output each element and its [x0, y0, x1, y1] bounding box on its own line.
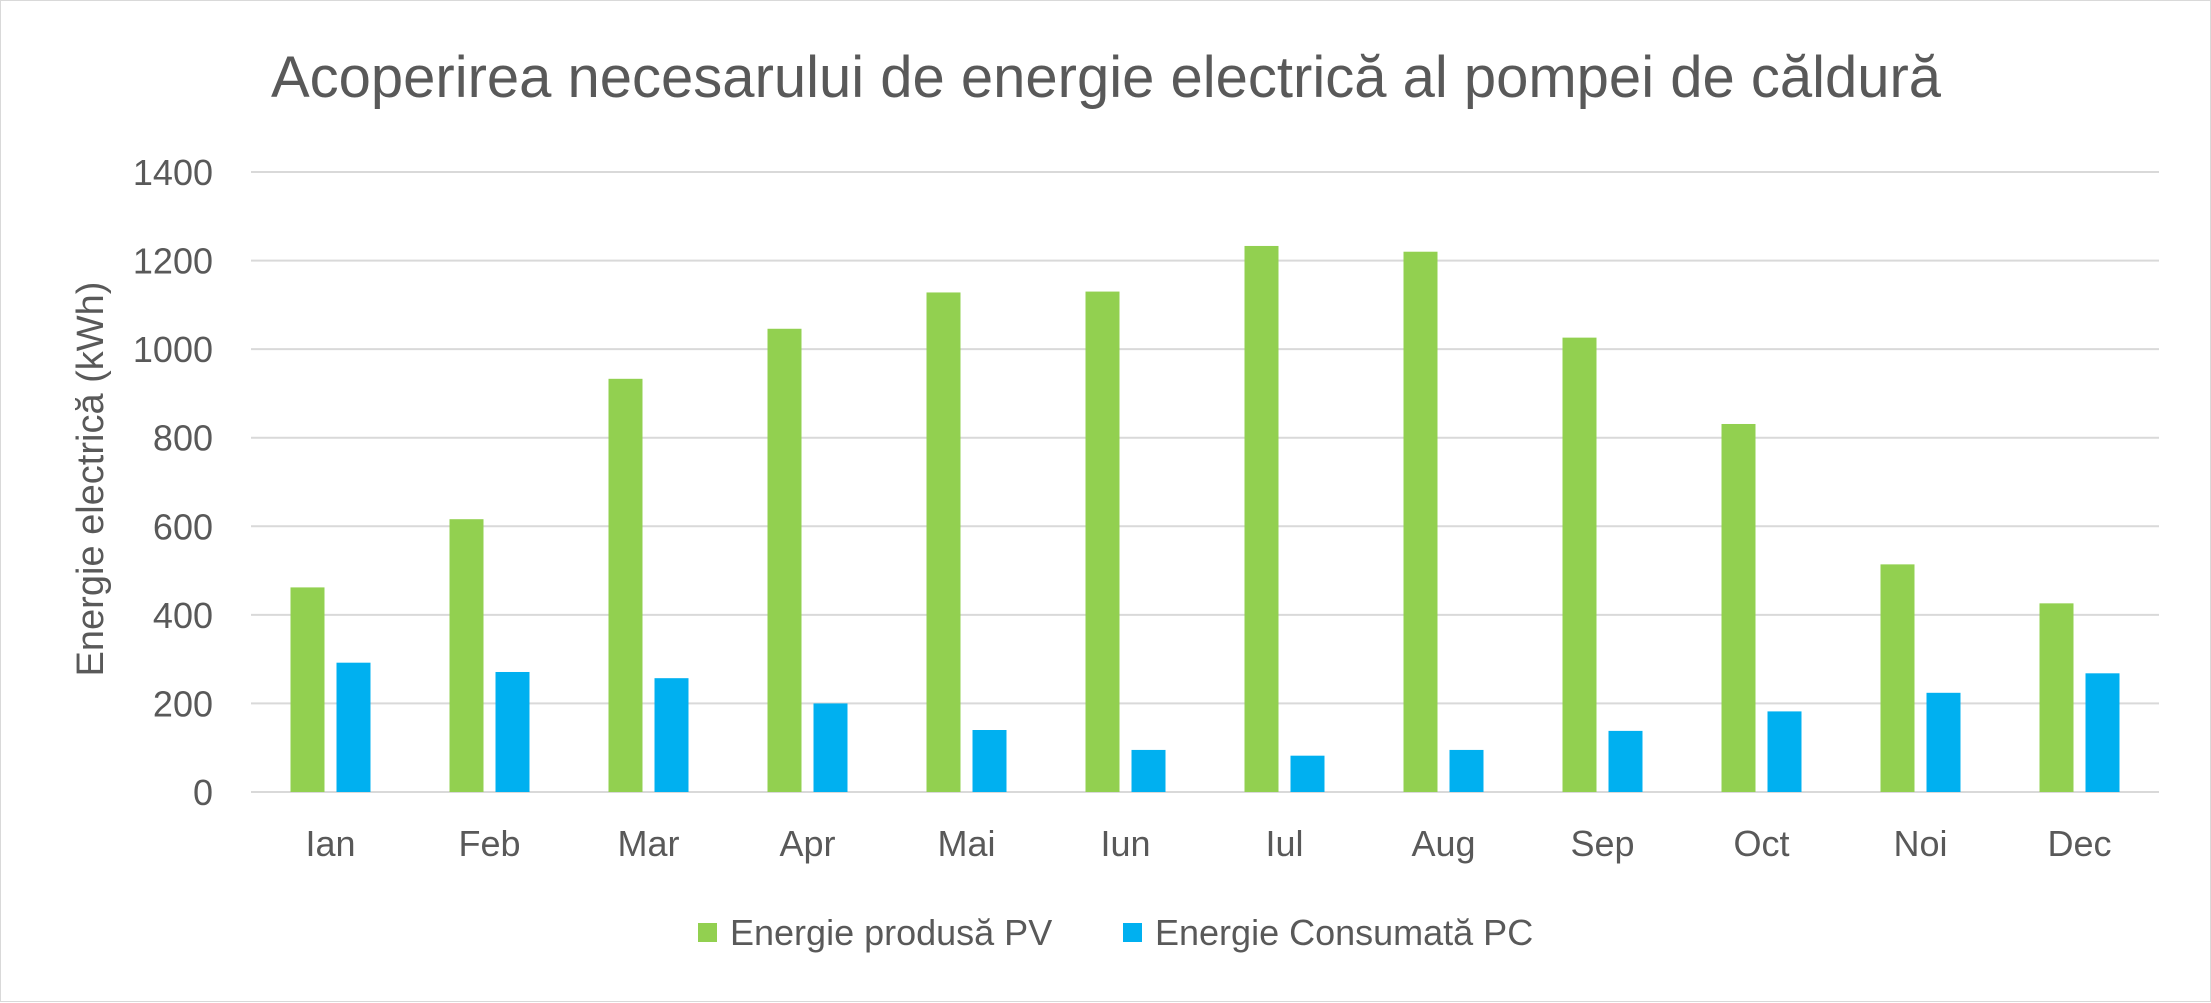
- legend-label-pv: Energie produsă PV: [730, 912, 1052, 953]
- x-axis-ticks: Ian Feb Mar Apr Mai Iun Iul Aug Sep Oct Noi Dec: [305, 823, 2111, 864]
- y-tick-label: 800: [153, 418, 213, 459]
- bar-pc-mar: [654, 678, 689, 792]
- y-axis-title: Energie electrică (kWh): [70, 282, 112, 677]
- y-tick-label: 1200: [133, 241, 213, 282]
- bar-pc-dec: [2085, 673, 2120, 792]
- bar-pv-iul: [1244, 245, 1279, 792]
- legend: Energie produsă PV Energie Consumată PC: [698, 912, 1533, 953]
- bar-pv-oct: [1721, 423, 1756, 792]
- bar-pc-ian: [336, 662, 371, 792]
- bar-pc-apr: [813, 703, 848, 792]
- x-tick-label: Mai: [937, 823, 995, 864]
- x-tick-label: Ian: [305, 823, 355, 864]
- bar-pv-ian: [290, 587, 325, 792]
- chart-title: Acoperirea necesarului de energie electr…: [271, 45, 1942, 110]
- bar-pc-noi: [1926, 692, 1961, 792]
- bar-pv-aug: [1403, 251, 1438, 792]
- bar-pc-mai: [972, 730, 1007, 792]
- y-tick-label: 0: [193, 772, 213, 813]
- bar-pv-apr: [767, 328, 802, 792]
- x-tick-label: Feb: [458, 823, 520, 864]
- bar-pc-iul: [1290, 755, 1325, 792]
- bar-pv-noi: [1880, 564, 1915, 792]
- y-tick-label: 400: [153, 595, 213, 636]
- legend-label-pc: Energie Consumată PC: [1155, 912, 1533, 953]
- y-tick-label: 1000: [133, 329, 213, 370]
- x-tick-label: Iul: [1265, 823, 1303, 864]
- x-tick-label: Sep: [1570, 823, 1634, 864]
- bar-pc-iun: [1131, 749, 1166, 792]
- y-tick-label: 600: [153, 506, 213, 547]
- x-tick-label: Iun: [1100, 823, 1150, 864]
- gridlines: [251, 171, 2159, 793]
- bar-pc-oct: [1767, 711, 1802, 792]
- y-tick-label: 200: [153, 683, 213, 724]
- bar-pv-iun: [1085, 291, 1120, 792]
- bar-pv-mar: [608, 378, 643, 792]
- y-tick-label: 1400: [133, 152, 213, 193]
- bars: [290, 245, 2120, 792]
- bar-pc-aug: [1449, 749, 1484, 792]
- x-tick-label: Dec: [2047, 823, 2111, 864]
- bar-pv-dec: [2039, 603, 2074, 792]
- bar-pc-feb: [495, 671, 530, 792]
- x-tick-label: Apr: [779, 823, 835, 864]
- legend-swatch-pc: [1123, 923, 1142, 942]
- bar-pv-sep: [1562, 337, 1597, 792]
- x-tick-label: Oct: [1733, 823, 1789, 864]
- bar-pv-feb: [449, 519, 484, 792]
- x-tick-label: Mar: [618, 823, 680, 864]
- y-axis-ticks: 0 200 400 600 800 1000 1200 1400: [133, 152, 213, 813]
- bar-pv-mai: [926, 292, 961, 792]
- bar-pc-sep: [1608, 730, 1643, 792]
- x-tick-label: Aug: [1411, 823, 1475, 864]
- legend-swatch-pv: [698, 923, 717, 942]
- x-tick-label: Noi: [1893, 823, 1947, 864]
